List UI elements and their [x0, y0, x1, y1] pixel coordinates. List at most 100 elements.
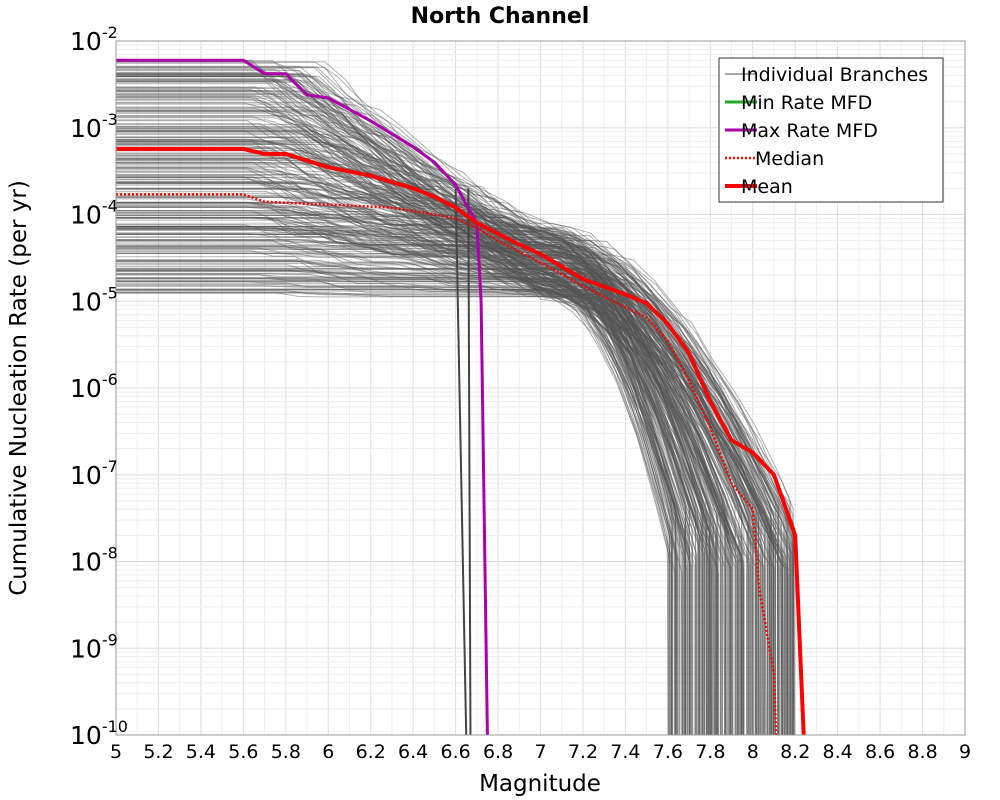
- branch-line: [116, 267, 727, 735]
- branch-line: [116, 188, 688, 735]
- branch-line: [116, 248, 794, 736]
- branch-line: [116, 211, 788, 735]
- branch-line: [116, 148, 705, 735]
- branch-line: [116, 204, 713, 735]
- branch-line: [116, 217, 779, 735]
- legend-label: Min Rate MFD: [741, 92, 872, 114]
- branch-line: [116, 62, 788, 736]
- branch-line: [116, 95, 791, 735]
- branch-line: [116, 182, 708, 735]
- branch-line: [116, 180, 678, 735]
- branch-line: [116, 242, 715, 735]
- x-axis-ticks: 5 5.2 5.4 5.6 5.8 6 6.2 6.4 6.6 6.8 7 7.2 7.4 7.6 7.8 8…: [110, 741, 971, 763]
- branch-line: [116, 140, 744, 735]
- branch-drop-line: [467, 188, 472, 736]
- branch-line: [116, 73, 768, 735]
- branch-line: [116, 76, 719, 735]
- branch-line: [116, 93, 764, 735]
- branch-line: [116, 213, 701, 735]
- branch-line: [116, 285, 791, 735]
- branch-line: [116, 81, 744, 735]
- x-tick-label: 7.4: [610, 741, 640, 763]
- branch-line: [116, 215, 690, 735]
- branch-line: [116, 212, 783, 735]
- branch-line: [116, 97, 739, 735]
- branch-line: [116, 205, 700, 735]
- branch-line: [116, 274, 712, 735]
- branch-line: [116, 194, 721, 735]
- branch-line: [116, 196, 703, 735]
- branch-line: [116, 108, 709, 735]
- branch-line: [116, 128, 676, 735]
- branch-line: [116, 271, 793, 735]
- branch-line: [116, 182, 713, 735]
- branch-line: [116, 130, 752, 735]
- branch-line: [116, 143, 758, 735]
- branch-line: [116, 217, 686, 735]
- branch-line: [116, 225, 732, 735]
- y-tick-label: 10-8: [70, 544, 118, 577]
- branch-line: [116, 111, 762, 735]
- branch-line: [116, 112, 703, 735]
- branch-line: [116, 116, 691, 735]
- branch-line: [116, 95, 782, 735]
- branch-line: [116, 269, 710, 735]
- branch-line: [116, 279, 785, 736]
- branch-line: [116, 80, 713, 735]
- branch-line: [116, 206, 774, 735]
- branch-line: [116, 103, 687, 735]
- branch-line: [116, 115, 711, 735]
- branch-line: [116, 195, 709, 736]
- branch-line: [116, 79, 767, 736]
- branch-line: [116, 83, 670, 735]
- branch-line: [116, 102, 717, 735]
- branch-line: [116, 188, 743, 735]
- branch-line: [116, 227, 713, 735]
- branch-line: [116, 177, 745, 735]
- y-tick-label: 10-4: [70, 197, 118, 230]
- branch-line: [116, 274, 685, 735]
- branch-line: [116, 261, 754, 735]
- branch-line: [116, 206, 792, 735]
- branch-line: [116, 234, 784, 735]
- y-tick-label: 10-10: [70, 717, 128, 750]
- x-tick-label: 9: [959, 741, 971, 763]
- branch-line: [116, 263, 753, 735]
- branch-line: [116, 234, 752, 735]
- branch-line: [116, 201, 727, 735]
- branch-line: [116, 97, 740, 735]
- branch-line: [116, 169, 719, 735]
- branch-line: [116, 270, 731, 735]
- branch-line: [116, 266, 773, 736]
- branch-line: [116, 227, 794, 735]
- branch-line: [116, 236, 731, 735]
- branch-line: [116, 87, 739, 735]
- branch-line: [116, 244, 691, 735]
- branch-line: [116, 268, 677, 735]
- branch-line: [116, 226, 673, 735]
- branch-line: [116, 140, 743, 735]
- branch-line: [116, 141, 793, 735]
- branch-line: [116, 155, 733, 736]
- branch-line: [116, 277, 774, 735]
- branch-line: [116, 289, 714, 735]
- branch-line: [116, 102, 711, 735]
- branch-line: [116, 162, 734, 735]
- branch-line: [116, 150, 682, 735]
- branch-line: [116, 72, 728, 735]
- branch-line: [116, 214, 697, 735]
- branch-line: [116, 252, 764, 735]
- branch-line: [116, 91, 750, 735]
- branch-line: [116, 239, 758, 735]
- branch-line: [116, 192, 742, 735]
- branch-line: [116, 223, 688, 735]
- branch-line: [116, 79, 731, 735]
- branch-line: [116, 60, 693, 735]
- x-tick-label: 8.8: [907, 741, 937, 763]
- branch-line: [116, 226, 693, 735]
- branch-line: [116, 261, 744, 735]
- branch-line: [116, 183, 762, 735]
- branch-line: [116, 175, 760, 735]
- branch-line: [116, 251, 777, 735]
- branch-line: [116, 187, 736, 735]
